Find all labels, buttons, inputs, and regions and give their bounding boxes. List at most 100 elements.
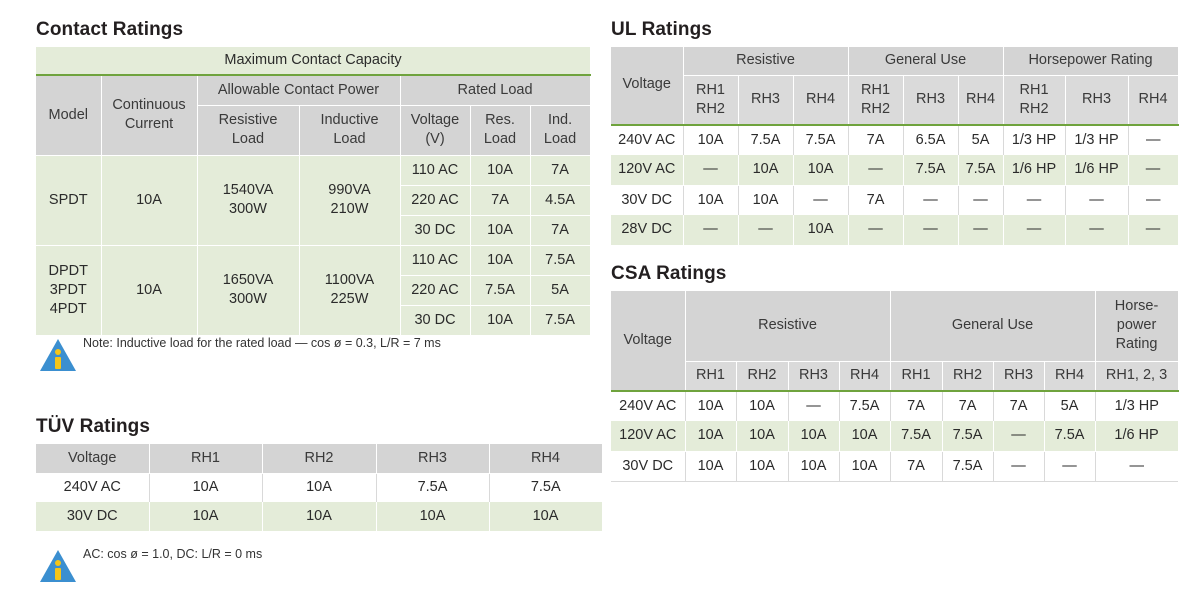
table-row: 30V DC 10A 10A 10A 10A <box>36 502 603 532</box>
value-cell: 10A <box>738 155 794 186</box>
value-cell: 1/6 HP <box>1065 155 1129 186</box>
value-cell: 10A <box>685 451 737 482</box>
info-icon <box>40 339 76 371</box>
ul-sub-rh4: RH4 <box>958 75 1004 126</box>
value-cell: 7.5A <box>942 451 994 482</box>
value-cell: 7.5A <box>1044 421 1096 452</box>
voltage-cell: 240V AC <box>611 390 686 421</box>
table-row: 120V AC 10A 10A 10A 10A 7.5A 7.5A — 7.5A… <box>611 421 1179 452</box>
inductive-power-cell: 990VA 210W <box>299 155 401 246</box>
csa-voltage-header: Voltage <box>611 291 686 392</box>
csa-sub-rh1: RH1 <box>685 361 737 392</box>
value-cell: 7A <box>993 390 1045 421</box>
value-cell: — <box>683 215 739 246</box>
ind-load-cell: 7.5A <box>530 245 591 276</box>
csa-sub-rh123: RH1, 2, 3 <box>1095 361 1179 392</box>
tuv-ratings-title: TÜV Ratings <box>36 416 151 437</box>
ul-sub-rh4: RH4 <box>1128 75 1179 126</box>
contact-ratings-table: Maximum Contact Capacity Model Continuou… <box>36 47 591 336</box>
value-cell: 7A <box>890 451 943 482</box>
ind-load-cell: 7.5A <box>530 305 591 336</box>
value-cell: 7A <box>942 390 994 421</box>
value-cell: 10A <box>683 185 739 215</box>
rated-load-header: Rated Load <box>400 75 591 106</box>
value-cell: — <box>1065 185 1129 215</box>
inductive-power-cell: 1100VA 225W <box>299 245 401 336</box>
value-cell: — <box>903 185 959 215</box>
value-cell: — <box>793 185 849 215</box>
value-cell: — <box>993 451 1045 482</box>
ul-sub-rh3: RH3 <box>1065 75 1129 126</box>
value-cell: — <box>1003 185 1066 215</box>
csa-horsepower-header: Horse- power Rating <box>1095 291 1179 362</box>
value-cell: 7.5A <box>839 390 891 421</box>
table-row: 240V AC 10A 10A 7.5A 7.5A <box>36 473 602 502</box>
tuv-note: AC: cos ø = 1.0, DC: L/R = 0 ms <box>83 547 263 561</box>
model-header: Model <box>36 75 102 156</box>
value-cell: 10A <box>736 390 789 421</box>
csa-sub-rh2: RH2 <box>942 361 994 392</box>
voltage-cell: 120V AC <box>611 421 686 452</box>
value-cell: 10A <box>149 502 263 532</box>
voltage-cell: 240V AC <box>611 124 684 155</box>
voltage-cell: 30V DC <box>36 502 150 532</box>
res-load-cell: 7.5A <box>470 275 531 306</box>
ul-ratings-table: Voltage Resistive General Use Horsepower… <box>611 47 1179 246</box>
tuv-header-rh4: RH4 <box>489 444 603 474</box>
value-cell: 7.5A <box>793 124 849 155</box>
resistive-power-cell: 1650VA 300W <box>197 245 300 336</box>
value-cell: 10A <box>685 390 737 421</box>
table-row: 120V AC — 10A 10A — 7.5A 7.5A 1/6 HP 1/6… <box>611 155 1179 186</box>
value-cell: 10A <box>149 473 263 502</box>
value-cell: 5A <box>958 124 1004 155</box>
value-cell: 7.5A <box>958 155 1004 186</box>
ind-load-cell: 7A <box>530 155 591 186</box>
value-cell: — <box>958 185 1004 215</box>
continuous-current-header: Continuous Current <box>101 75 198 156</box>
csa-sub-rh3: RH3 <box>993 361 1045 392</box>
model-cell: DPDT 3PDT 4PDT <box>36 245 102 336</box>
value-cell: 6.5A <box>903 124 959 155</box>
res-load-cell: 10A <box>470 215 531 246</box>
value-cell: 10A <box>793 155 849 186</box>
value-cell: — <box>1095 451 1179 482</box>
current-cell: 10A <box>101 245 198 336</box>
resistive-power-cell: 1540VA 300W <box>197 155 300 246</box>
csa-resistive-header: Resistive <box>685 291 891 362</box>
value-cell: — <box>993 421 1045 452</box>
voltage-cell: 28V DC <box>611 215 684 246</box>
value-cell: 10A <box>262 473 377 502</box>
value-cell: — <box>1003 215 1066 246</box>
tuv-header-rh3: RH3 <box>376 444 490 474</box>
ul-sub-rh1-rh2: RH1 RH2 <box>848 75 904 126</box>
value-cell: 7.5A <box>890 421 943 452</box>
ind-load-cell: 5A <box>530 275 591 306</box>
value-cell: — <box>958 215 1004 246</box>
value-cell: 10A <box>839 451 891 482</box>
ul-sub-rh3: RH3 <box>738 75 794 126</box>
current-cell: 10A <box>101 155 198 246</box>
voltage-cell: 120V AC <box>611 155 684 186</box>
ul-sub-rh3: RH3 <box>903 75 959 126</box>
voltage-cell: 110 AC <box>400 245 471 276</box>
value-cell: 1/6 HP <box>1095 421 1179 452</box>
csa-sub-rh3: RH3 <box>788 361 840 392</box>
voltage-cell: 30 DC <box>400 305 471 336</box>
ind-load-header: Ind. Load <box>530 105 591 156</box>
voltage-cell: 240V AC <box>36 473 150 502</box>
value-cell: — <box>738 215 794 246</box>
voltage-cell: 30 DC <box>400 215 471 246</box>
value-cell: 7A <box>890 390 943 421</box>
res-load-cell: 10A <box>470 305 531 336</box>
value-cell: — <box>1128 215 1179 246</box>
voltage-cell: 110 AC <box>400 155 471 186</box>
value-cell: 1/3 HP <box>1003 124 1066 155</box>
tuv-header-rh2: RH2 <box>262 444 377 474</box>
value-cell: 1/3 HP <box>1065 124 1129 155</box>
value-cell: — <box>848 155 904 186</box>
allowable-contact-power-header: Allowable Contact Power <box>197 75 401 106</box>
ul-general-use-header: General Use <box>848 47 1004 76</box>
value-cell: — <box>848 215 904 246</box>
ul-sub-rh1-rh2: RH1 RH2 <box>683 75 739 126</box>
value-cell: — <box>1128 155 1179 186</box>
